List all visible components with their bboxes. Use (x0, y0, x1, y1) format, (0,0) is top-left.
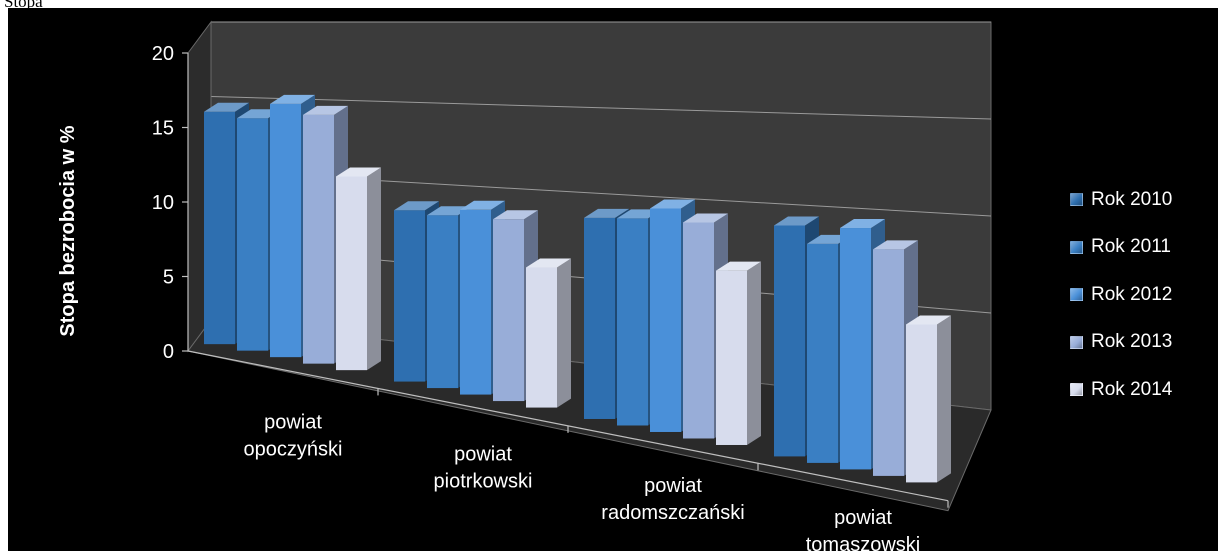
bar (237, 118, 268, 351)
y-tick-label: 5 (163, 267, 174, 289)
legend-label: Rok 2013 (1091, 331, 1173, 353)
bar-top (204, 102, 249, 112)
x-tick-label: powiat (644, 475, 702, 497)
bar-top (394, 201, 439, 211)
legend-label: Rok 2010 (1091, 188, 1173, 210)
bar (394, 210, 425, 382)
y-tick-label: 15 (152, 118, 174, 140)
x-tick-label: opoczyński (244, 439, 343, 461)
legend-swatch (1070, 240, 1083, 254)
bar-top (683, 213, 728, 223)
y-tick-label: 0 (163, 341, 174, 363)
bar-top (650, 199, 695, 209)
bar (807, 243, 838, 463)
bar (526, 267, 557, 408)
bar (840, 228, 871, 470)
legend-label: Rok 2014 (1091, 378, 1173, 400)
y-axis-title: Stopa bezrobocia w % (57, 125, 79, 336)
x-tick-label: tomaszowski (806, 534, 920, 551)
bar-side (367, 167, 381, 371)
bar-top (460, 200, 505, 210)
x-tick-label: powiat (264, 412, 322, 434)
x-tick-label: powiat (834, 507, 892, 529)
chart-legend: Rok 2010 Rok 2011 Rok 2012 Rok 2013 Rok 2014 (1070, 176, 1172, 414)
bar (427, 215, 458, 389)
bar-chart-3d: 0 5 10 15 20 Stopa bezrobocia w % powiat opoczy… (57, 20, 992, 551)
bar-side (557, 258, 571, 408)
bar-top (493, 210, 538, 220)
bar (460, 209, 491, 395)
legend-swatch (1070, 335, 1083, 349)
bar-top (584, 208, 629, 218)
bar-side (937, 315, 951, 483)
legend-swatch (1070, 288, 1083, 302)
legend-label: Rok 2012 (1091, 283, 1173, 305)
x-tick-label: powiat (454, 443, 512, 465)
legend-item: Rok 2010 (1070, 176, 1172, 224)
legend-label: Rok 2011 (1091, 236, 1171, 258)
bar-side (747, 261, 761, 445)
bar (716, 270, 747, 445)
bar-top (303, 105, 348, 115)
bar-top (774, 216, 819, 226)
x-tick-label: radomszczański (601, 502, 744, 524)
legend-item: Rok 2014 (1070, 366, 1172, 414)
bar-top (336, 167, 381, 177)
legend-item: Rok 2013 (1070, 319, 1172, 367)
chart-frame: 0 5 10 15 20 Stopa bezrobocia w % powiat opoczy… (8, 8, 1218, 551)
y-tick-label: 10 (152, 192, 174, 214)
legend-item: Rok 2012 (1070, 271, 1172, 319)
page-caption: Stopa (4, 0, 43, 11)
bar-top (526, 258, 571, 268)
legend-swatch (1070, 383, 1083, 397)
bar (617, 218, 648, 426)
bar-top (840, 219, 885, 229)
y-tick-label: 20 (152, 43, 174, 65)
bar (336, 176, 367, 371)
gridline (210, 96, 992, 120)
bar-top (270, 94, 315, 104)
x-tick-label: piotrkowski (434, 470, 533, 492)
bar (303, 114, 334, 364)
bar (493, 219, 524, 402)
bar (774, 225, 805, 457)
bar (270, 103, 301, 358)
bar-top (873, 240, 918, 250)
legend-item: Rok 2011 (1070, 224, 1172, 272)
bar-top (716, 261, 761, 271)
bar (873, 249, 904, 476)
bar (650, 208, 681, 432)
bar (584, 217, 615, 419)
bar (906, 324, 937, 483)
bar-top (906, 315, 951, 325)
bar (204, 111, 235, 345)
legend-swatch (1070, 193, 1083, 207)
bar (683, 222, 714, 439)
